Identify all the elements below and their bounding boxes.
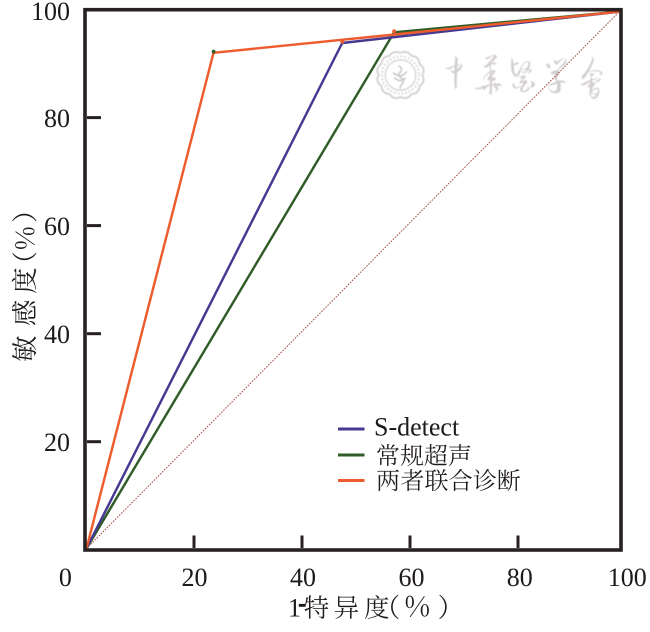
svg-text:0: 0	[59, 563, 72, 592]
svg-text:100: 100	[31, 0, 70, 26]
svg-text:100: 100	[608, 563, 647, 592]
svg-text:1: 1	[288, 593, 301, 622]
svg-text:40: 40	[290, 563, 316, 592]
svg-text:S-detect: S-detect	[374, 413, 460, 442]
svg-text:20: 20	[182, 563, 208, 592]
svg-text:60: 60	[44, 212, 70, 241]
svg-text:60: 60	[399, 563, 425, 592]
svg-text:80: 80	[507, 563, 533, 592]
svg-text:20: 20	[44, 428, 70, 457]
svg-text:80: 80	[44, 104, 70, 133]
svg-text:40: 40	[44, 320, 70, 349]
